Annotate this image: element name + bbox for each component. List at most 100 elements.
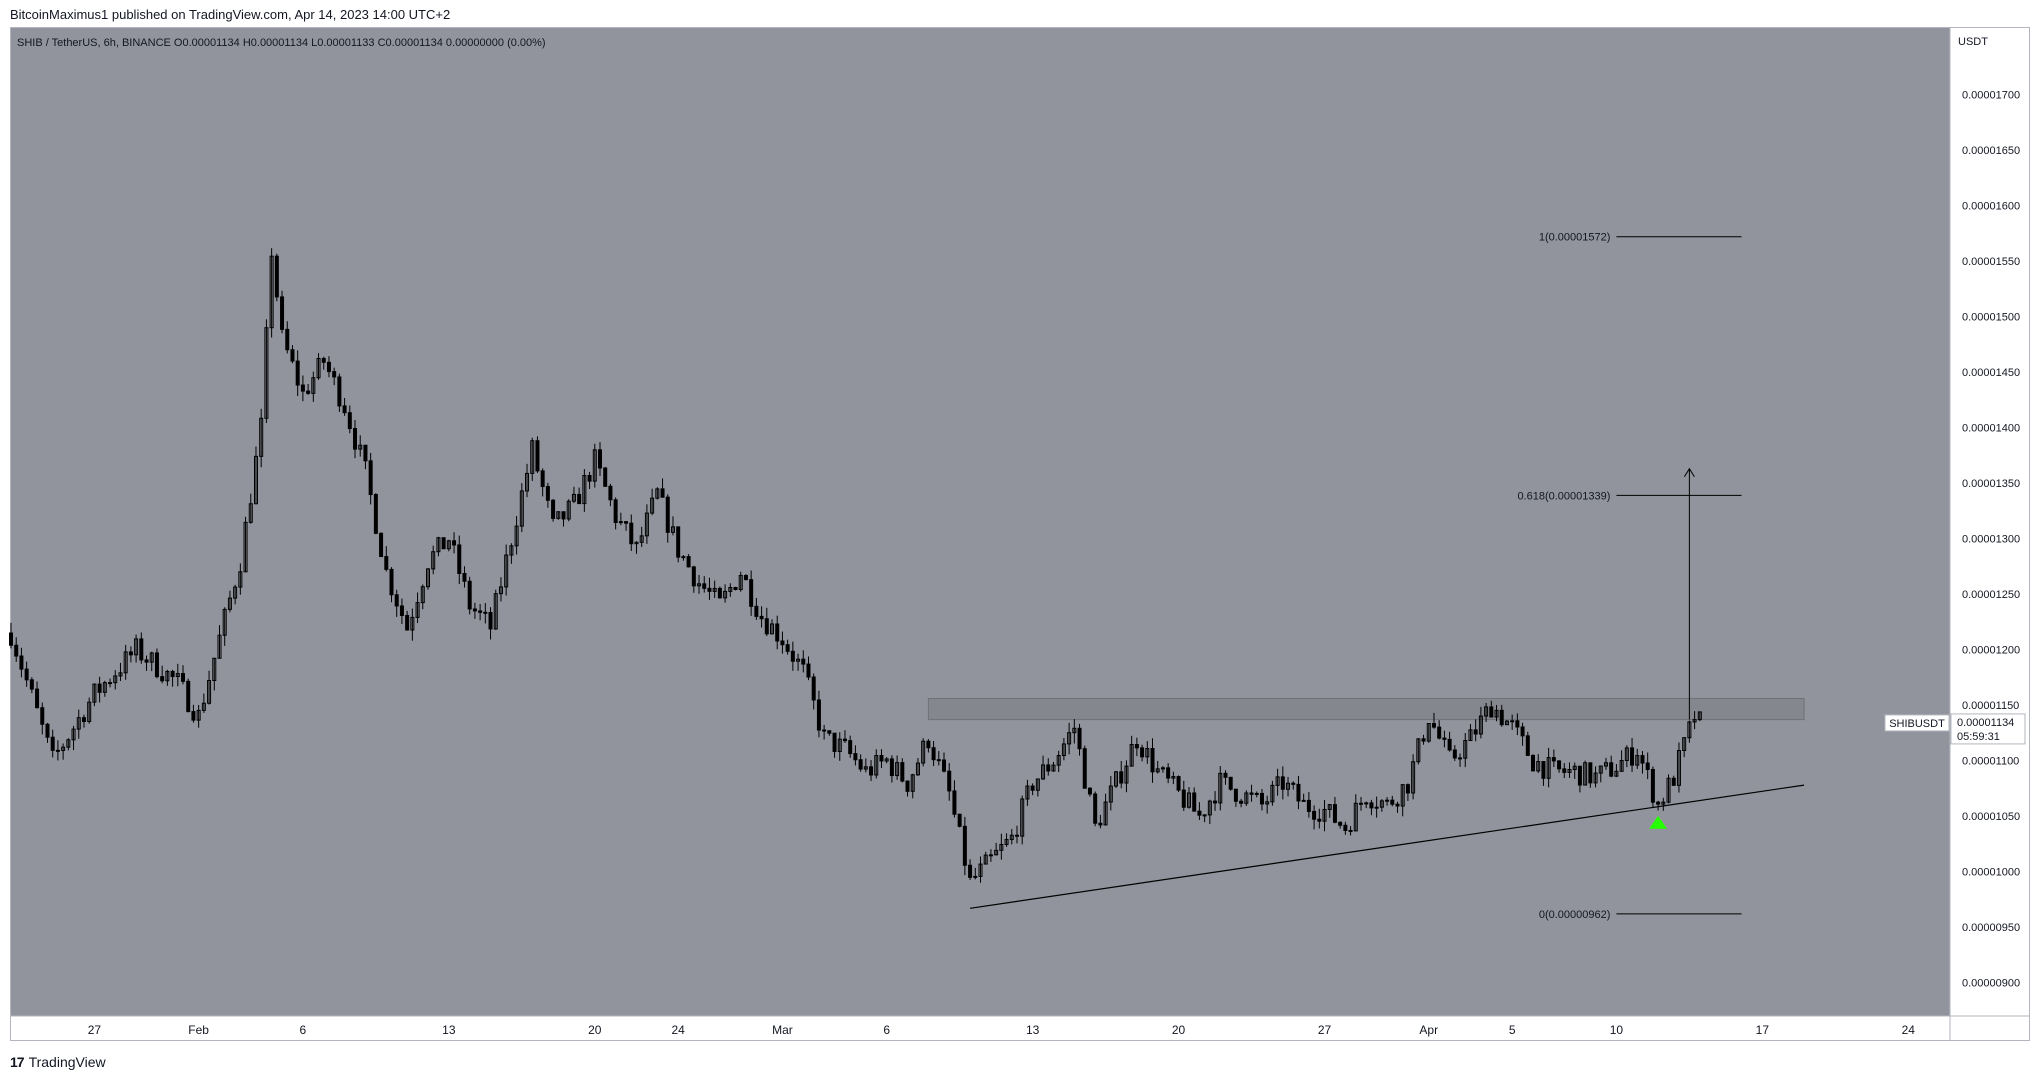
candle-body <box>942 759 947 772</box>
candle-body <box>796 658 801 662</box>
candle-body <box>1447 738 1452 751</box>
candle-body <box>217 634 222 659</box>
candle-body <box>785 644 790 652</box>
candle-body <box>848 740 853 755</box>
candle-body <box>1421 738 1426 742</box>
candle-body <box>545 486 550 501</box>
tradingview-logo[interactable]: 17 TradingView <box>10 1054 106 1070</box>
candle-body <box>1035 778 1040 791</box>
candle-body <box>92 683 97 703</box>
candle-body <box>968 864 973 878</box>
candle-body <box>311 377 316 394</box>
price-axis-tick: 0.00001650 <box>1962 145 2020 157</box>
candle-body <box>1416 738 1421 763</box>
symbol-legend: SHIB / TetherUS, 6h, BINANCE O0.00001134… <box>17 37 546 49</box>
time-axis-tick: 24 <box>1902 1023 1916 1037</box>
candle-body <box>1103 801 1108 826</box>
candle-body <box>842 738 847 742</box>
candle-body <box>1531 754 1536 772</box>
candle-body <box>728 587 733 592</box>
candle-body <box>770 623 775 635</box>
candle-body <box>139 638 144 661</box>
candle-body <box>285 328 290 351</box>
candle-body <box>81 717 86 722</box>
candle-body <box>869 766 874 776</box>
candle-body <box>342 405 347 414</box>
candle-body <box>1098 822 1103 826</box>
candle-body <box>1134 743 1139 749</box>
candle-body <box>123 651 128 674</box>
candle-body <box>1067 732 1072 745</box>
candle-body <box>1390 799 1395 805</box>
candle-body <box>629 522 634 545</box>
candle-body <box>1207 800 1212 816</box>
candle-body <box>154 652 159 678</box>
candle-body <box>962 825 967 866</box>
candle-body <box>1431 723 1436 728</box>
candle-body <box>1223 772 1228 778</box>
candle-body <box>134 638 139 656</box>
candle-body <box>1114 771 1119 787</box>
candle-body <box>61 746 66 751</box>
candle-body <box>1171 776 1176 779</box>
candle-body <box>1630 747 1635 766</box>
price-axis-tick: 0.00001500 <box>1962 312 2020 324</box>
candle-body <box>1359 802 1364 805</box>
candle-body <box>665 496 670 533</box>
candle-body <box>1338 821 1343 826</box>
candle-body <box>1087 787 1092 795</box>
candle-body <box>743 575 748 581</box>
candle-body <box>978 863 983 877</box>
candle-body <box>165 670 170 682</box>
candle-body <box>884 758 889 762</box>
candle-body <box>1525 735 1530 756</box>
candle-body <box>603 467 608 487</box>
candle-body <box>1437 726 1442 739</box>
fib-level-label: 1(0.00001572) <box>1539 232 1611 244</box>
candle-body <box>1181 789 1186 808</box>
time-axis-tick: 13 <box>442 1023 456 1037</box>
candle-body <box>446 540 451 550</box>
candle-body <box>259 417 264 457</box>
candle-body <box>1463 740 1468 759</box>
candle-body <box>806 663 811 678</box>
candle-body <box>1499 709 1504 726</box>
price-axis-unit: USDT <box>1958 36 1988 48</box>
symbol-tag: SHIBUSDT <box>1889 718 1945 730</box>
candle-body <box>1504 720 1509 726</box>
candle-body <box>827 730 832 734</box>
candle-body <box>233 586 238 599</box>
candle-body <box>676 526 681 558</box>
candle-body <box>707 587 712 592</box>
candle-body <box>874 755 879 776</box>
candle-body <box>1124 765 1129 784</box>
candle-body <box>280 296 285 330</box>
candle-body <box>50 736 55 751</box>
candle-body <box>1661 801 1666 805</box>
candle-body <box>441 537 446 550</box>
candle-body <box>895 762 900 777</box>
candle-body <box>1369 802 1374 809</box>
candle-body <box>368 460 373 496</box>
candle-body <box>717 587 722 599</box>
candle-body <box>1218 772 1223 804</box>
candle-body <box>363 444 368 462</box>
candle-body <box>1056 755 1061 766</box>
candle-body <box>1041 764 1046 780</box>
candle-body <box>196 709 201 721</box>
candle-body <box>76 717 81 730</box>
candle-body <box>566 500 571 520</box>
candle-body <box>1411 761 1416 794</box>
candle-body <box>926 740 931 749</box>
candle-body <box>384 556 389 570</box>
candle-body <box>353 428 358 450</box>
candle-body <box>45 723 50 738</box>
candle-body <box>1186 792 1191 808</box>
candle-body <box>472 608 477 612</box>
candle-body <box>618 521 623 524</box>
candle-body <box>1572 765 1577 770</box>
candle-body <box>160 676 165 682</box>
candle-body <box>181 673 186 682</box>
candle-body <box>483 611 488 614</box>
